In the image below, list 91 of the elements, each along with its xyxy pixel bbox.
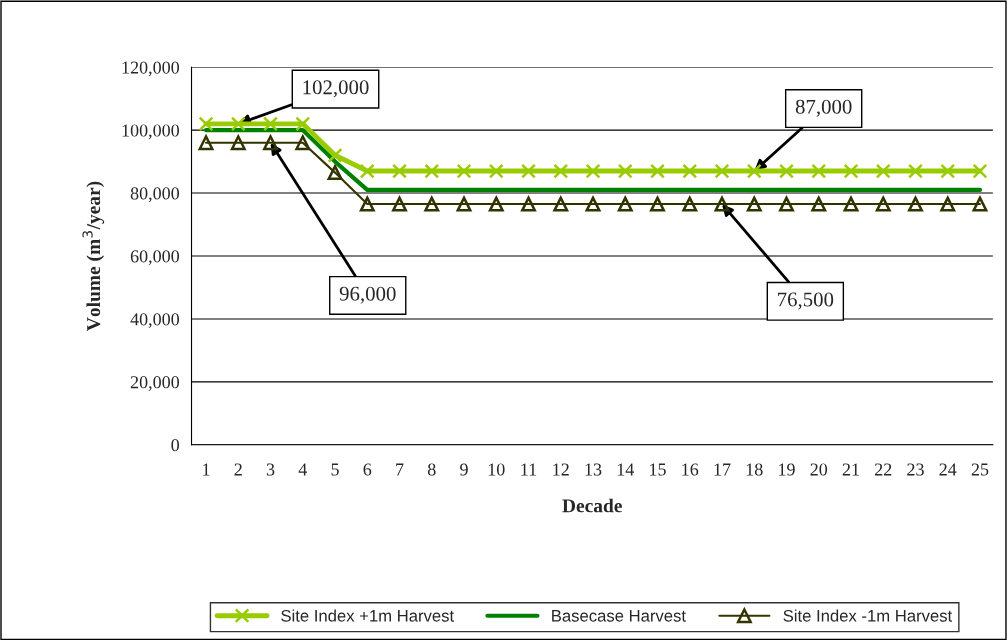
point [778,196,794,212]
point [778,163,794,179]
x-tick-label: 7 [396,463,404,476]
y-tick-label: 0 [171,439,180,452]
point [714,196,730,212]
point [714,163,730,179]
x-axis-title: Decade [562,498,622,513]
x-tick-label: 19 [779,463,795,476]
point [424,163,440,179]
point [746,163,762,179]
point [553,196,569,212]
x-tick-label: 6 [363,463,372,476]
point [521,196,537,212]
point [456,196,472,212]
point [746,196,762,212]
point [650,196,665,212]
x-tick-label: 22 [875,463,892,476]
point [585,196,601,212]
point [263,135,279,151]
point [424,196,440,212]
point [617,196,633,212]
annotation: 96,000 [339,286,396,304]
x-tick-label: 4 [298,463,308,476]
point [650,163,665,179]
x-tick-label: 1 [203,463,210,476]
y-tick-label: 120,000 [122,61,180,77]
point [907,196,923,212]
point [811,196,827,212]
point [295,135,311,151]
point [198,135,214,151]
point [875,196,891,212]
annotation: 76,500 [778,292,834,310]
point [359,196,375,212]
point [456,163,472,179]
legend-label: Site Index +1m Harvest [281,609,454,622]
x-tick-label: 24 [939,463,957,476]
point [359,163,375,179]
point [617,163,633,179]
point [585,163,601,179]
point [843,196,859,212]
point [940,163,956,179]
x-tick-label: 10 [488,463,505,476]
legend-label: Basecase Harvest [552,610,686,622]
x-tick-label: 12 [553,463,569,476]
x-tick-label: 3 [266,463,275,476]
x-tick-label: 14 [617,463,634,476]
point [875,163,891,179]
y-tick-label: 60,000 [130,250,180,266]
x-tick-label: 21 [842,463,859,476]
x-tick-label: 17 [714,463,731,476]
point [327,147,343,163]
point [843,163,859,179]
point [327,165,343,181]
point [972,163,988,179]
point [940,196,956,212]
point [521,163,537,179]
point [198,116,214,132]
point [392,163,408,179]
y-tick-label: 80,000 [130,187,180,203]
y-tick-label: 100,000 [122,124,180,140]
point [230,116,246,132]
point [682,163,698,179]
point [553,163,569,179]
annotation: 102,000 [303,80,369,98]
x-tick-label: 23 [907,463,924,476]
annotation: 87,000 [795,99,852,117]
point [295,116,311,132]
point [682,196,698,212]
y-tick-label: 40,000 [130,313,180,328]
x-tick-label: 2 [234,463,242,476]
y-axis-title: Volume (m$^{3}$/year) [82,181,105,331]
x-tick-label: 18 [746,463,763,476]
x-tick-label: 13 [585,463,602,476]
point [230,135,246,151]
point [488,196,504,212]
point [972,196,988,212]
x-tick-label: 8 [427,463,436,476]
point [392,196,408,212]
x-tick-label: 9 [460,463,468,476]
point [811,163,827,179]
point [263,116,279,132]
x-tick-label: 25 [971,463,989,476]
x-tick-label: 11 [521,463,537,476]
y-tick-label: 20,000 [130,376,180,391]
x-tick-label: 20 [810,463,828,476]
x-tick-label: 5 [331,463,339,476]
point [907,163,923,179]
x-tick-label: 15 [650,463,666,476]
legend-label: Site Index -1m Harvest [783,609,953,622]
point [488,163,504,179]
x-tick-label: 16 [682,463,699,476]
